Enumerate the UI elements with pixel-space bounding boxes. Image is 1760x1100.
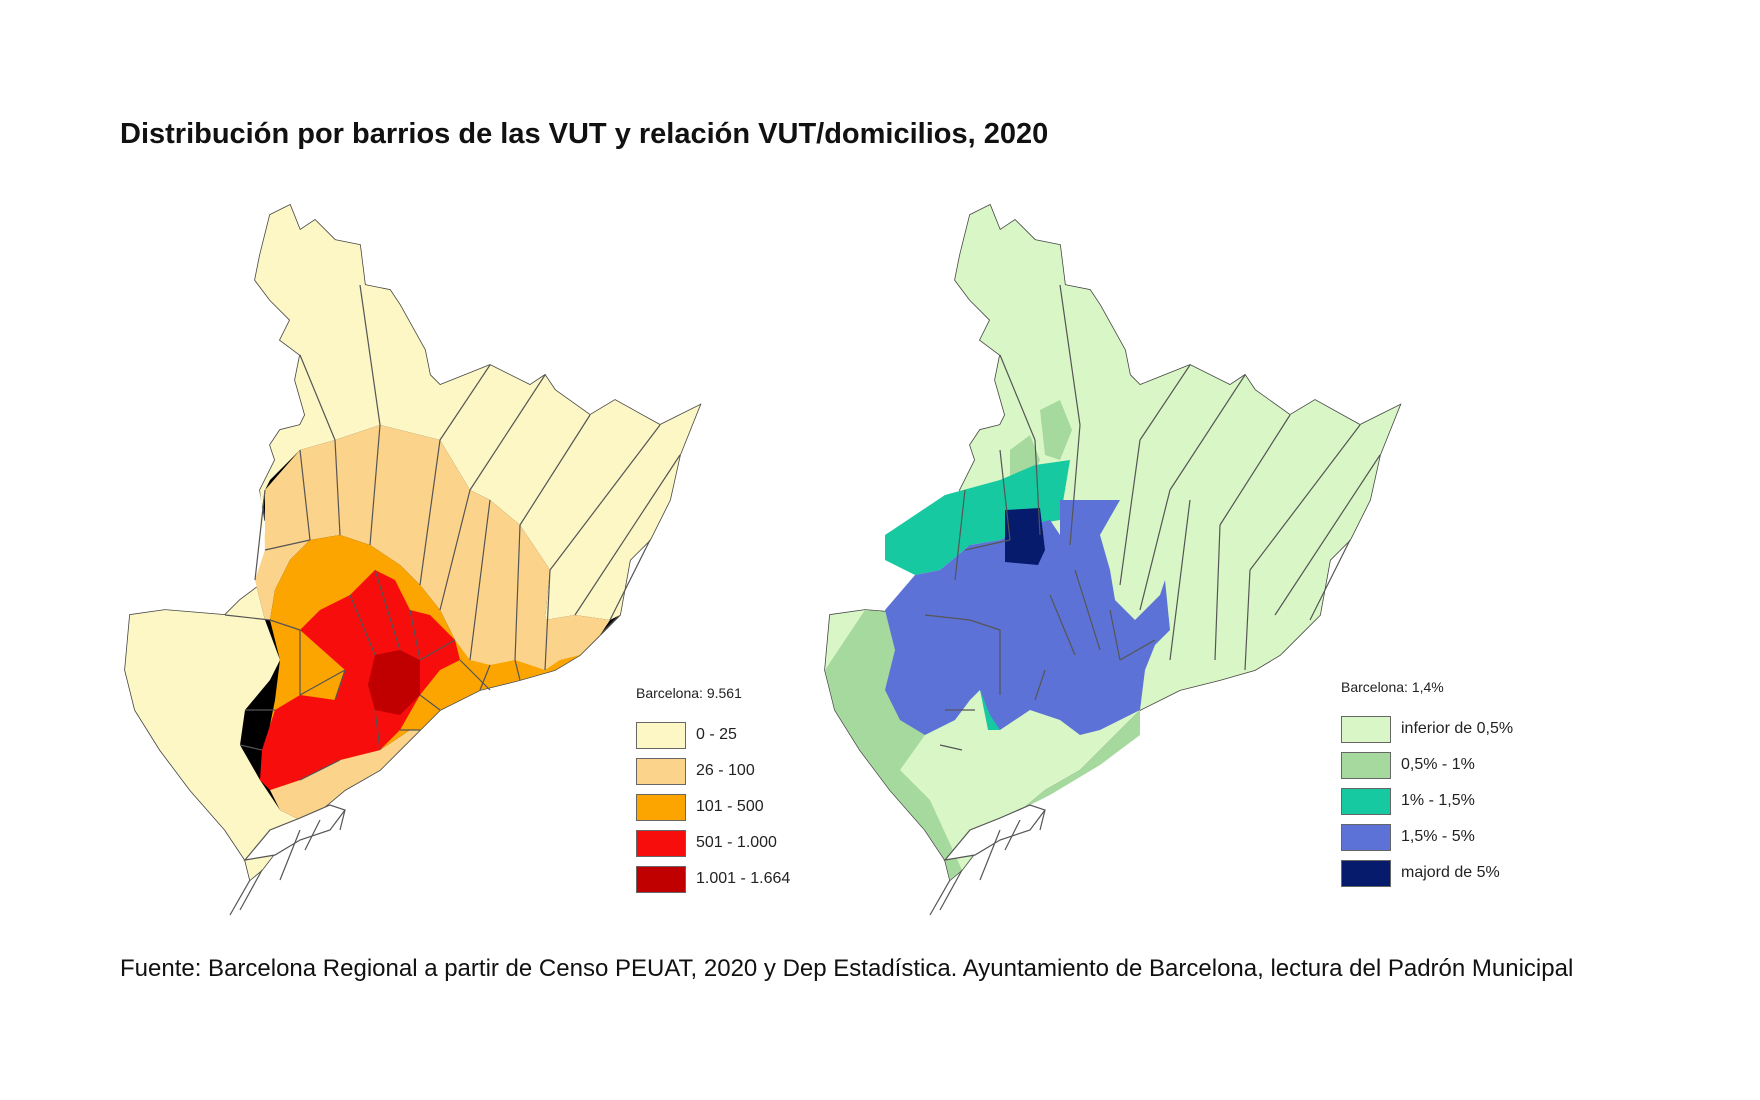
district-lines bbox=[924, 284, 1381, 751]
area-class-3 bbox=[260, 570, 460, 790]
area-class-1c bbox=[1010, 400, 1072, 490]
legend-item: 501 - 1.000 bbox=[636, 825, 790, 861]
legend-swatch bbox=[1341, 859, 1391, 887]
legend-label: 101 - 500 bbox=[696, 798, 764, 815]
legend-item: 101 - 500 bbox=[636, 789, 790, 825]
legend-item: inferior de 0,5% bbox=[1341, 711, 1513, 747]
area-class-0 bbox=[825, 205, 1400, 880]
legend-label: majord de 5% bbox=[1401, 864, 1500, 881]
area-class-3 bbox=[885, 500, 1170, 735]
area-class-4 bbox=[1005, 508, 1045, 565]
area-class-0 bbox=[125, 205, 700, 880]
legend-right: Barcelona: 1,4% inferior de 0,5% 0,5% - … bbox=[1341, 679, 1513, 891]
legend-swatch bbox=[1341, 823, 1391, 851]
legend-left: Barcelona: 9.561 0 - 25 26 - 100 101 - 5… bbox=[636, 685, 790, 897]
legend-item: majord de 5% bbox=[1341, 855, 1513, 891]
legend-label: 1,5% - 5% bbox=[1401, 828, 1475, 845]
legend-item: 1,5% - 5% bbox=[1341, 819, 1513, 855]
legend-label: 0 - 25 bbox=[696, 726, 737, 743]
harbour-piers bbox=[229, 809, 346, 916]
district-lines bbox=[224, 284, 681, 781]
legend-item: 1% - 1,5% bbox=[1341, 783, 1513, 819]
legend-swatch bbox=[636, 865, 686, 893]
vut-count-map bbox=[124, 203, 702, 916]
legend-label: 26 - 100 bbox=[696, 762, 755, 779]
legend-swatch bbox=[636, 793, 686, 821]
legend-title: Barcelona: 1,4% bbox=[1341, 679, 1444, 695]
vut-ratio-map bbox=[824, 203, 1402, 916]
legend-item: 0,5% - 1% bbox=[1341, 747, 1513, 783]
legend-label: 0,5% - 1% bbox=[1401, 756, 1475, 773]
legend-item: 1.001 - 1.664 bbox=[636, 861, 790, 897]
harbour-piers bbox=[929, 809, 1046, 916]
legend-title: Barcelona: 9.561 bbox=[636, 685, 742, 701]
legend-item: 26 - 100 bbox=[636, 753, 790, 789]
legend-swatch bbox=[636, 721, 686, 749]
legend-label: 501 - 1.000 bbox=[696, 834, 777, 851]
legend-swatch bbox=[636, 757, 686, 785]
legend-label: 1.001 - 1.664 bbox=[696, 870, 791, 887]
legend-item: 0 - 25 bbox=[636, 717, 790, 753]
map-base-left bbox=[124, 203, 702, 916]
area-class-4 bbox=[368, 650, 420, 715]
source-note: Fuente: Barcelona Regional a partir de C… bbox=[120, 955, 1574, 982]
legend-swatch bbox=[636, 829, 686, 857]
page-title: Distribución por barrios de las VUT y re… bbox=[120, 118, 1049, 150]
legend-swatch bbox=[1341, 715, 1391, 743]
legend-swatch bbox=[1341, 787, 1391, 815]
legend-label: 1% - 1,5% bbox=[1401, 792, 1475, 809]
legend-label: inferior de 0,5% bbox=[1401, 720, 1514, 737]
area-class-1b bbox=[962, 710, 1140, 870]
legend-swatch bbox=[1341, 751, 1391, 779]
area-class-2 bbox=[885, 460, 1070, 575]
area-class-1 bbox=[255, 425, 610, 820]
map-base-right bbox=[824, 203, 1402, 916]
